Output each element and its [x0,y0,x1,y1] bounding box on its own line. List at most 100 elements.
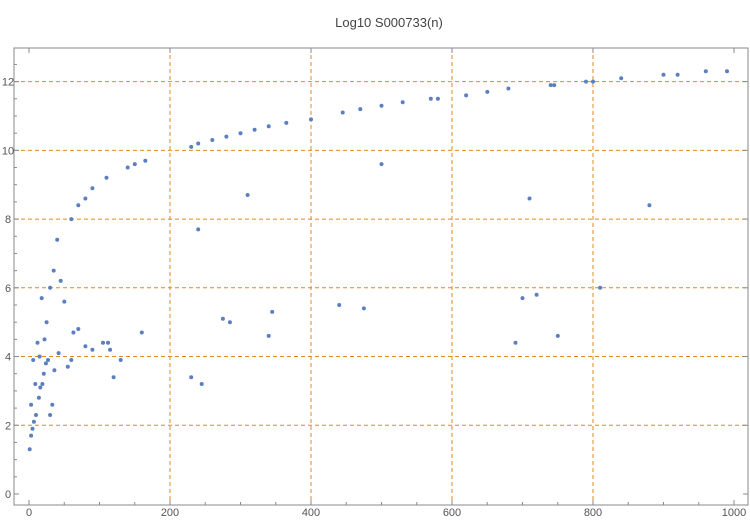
data-point [43,361,48,366]
data-point [584,79,588,84]
data-point [36,395,41,400]
data-point [106,340,110,345]
data-point [108,347,113,352]
data-point [210,138,215,142]
data-point [29,402,34,407]
axis-ticks: 0 200 400 600 800 1000 0 2 4 6 8 10 12 [2,48,748,519]
data-point [65,364,70,369]
data-point [245,193,250,197]
x-tick-label: 600 [443,507,461,519]
data-point [46,358,50,362]
data-point [379,162,384,167]
data-point [619,76,624,81]
data-point [52,368,57,373]
data-point [309,117,313,122]
data-point [111,375,116,380]
data-point [143,158,148,163]
data-point [48,413,53,417]
data-point [39,296,44,301]
data-point [189,144,194,149]
data-point [598,285,603,290]
data-point [220,316,225,321]
data-point [196,141,201,146]
data-point [591,79,595,84]
data-point [428,96,433,101]
x-tick-label: 800 [584,507,602,519]
x-tick-label: 200 [161,507,179,519]
data-point [30,426,35,431]
data-point [90,186,95,191]
data-point [703,69,708,74]
data-point [40,382,45,386]
data-point [132,162,137,167]
y-tick-label: 6 [5,283,11,295]
data-point [34,413,38,417]
data-point [83,196,88,201]
data-point [358,107,363,112]
y-tick-label: 4 [5,352,11,364]
data-point [48,285,53,290]
data-point [270,309,275,314]
data-point [661,72,666,77]
data-point [50,402,55,407]
data-point [139,330,144,335]
data-point [196,227,201,232]
y-tick-label: 2 [5,420,11,432]
data-point [400,100,405,105]
data-point [266,124,271,129]
gridlines [14,48,748,505]
x-tick-label: 1000 [722,507,746,519]
data-point [31,358,36,362]
chart-title: Log10 S000733(n) [335,15,443,30]
plot-frame [13,47,749,506]
data-point [76,203,81,208]
data-point [485,89,490,94]
data-point [534,292,539,297]
x-tick-label: 400 [302,507,320,519]
data-point [379,103,384,108]
data-point [90,347,95,352]
data-point [552,83,557,88]
data-point [548,83,553,88]
data-point [69,358,74,362]
data-point [555,333,560,338]
data-point [725,69,729,74]
data-point [337,303,342,307]
data-point [435,96,440,101]
data-point [101,340,105,345]
y-tick-label: 10 [2,145,14,157]
data-point [104,175,109,180]
data-point [56,351,61,356]
data-point [506,86,511,91]
data-point [76,327,81,331]
data-point [31,419,36,424]
data-point [252,127,257,132]
data-point [33,382,38,386]
data-point [238,131,243,136]
data-point [118,358,123,362]
data-point [199,382,204,386]
data-point [58,278,63,283]
data-point [224,134,229,139]
data-point [464,93,469,98]
data-point [69,217,74,222]
data-point [42,337,47,342]
data-point [51,268,56,273]
data-point [125,165,130,170]
data-point [83,344,88,349]
y-tick-label: 0 [5,489,11,501]
y-tick-label: 8 [5,214,11,226]
y-tick-label: 12 [2,77,14,89]
data-point [266,333,271,338]
data-point [647,203,652,208]
data-point [27,447,32,452]
data-point [44,320,49,325]
x-tick-label: 0 [26,507,32,519]
data-point [227,320,232,325]
data-point [513,340,518,345]
data-point [284,120,289,125]
data-point [527,196,532,201]
data-point [37,354,42,359]
data-point [29,433,34,438]
